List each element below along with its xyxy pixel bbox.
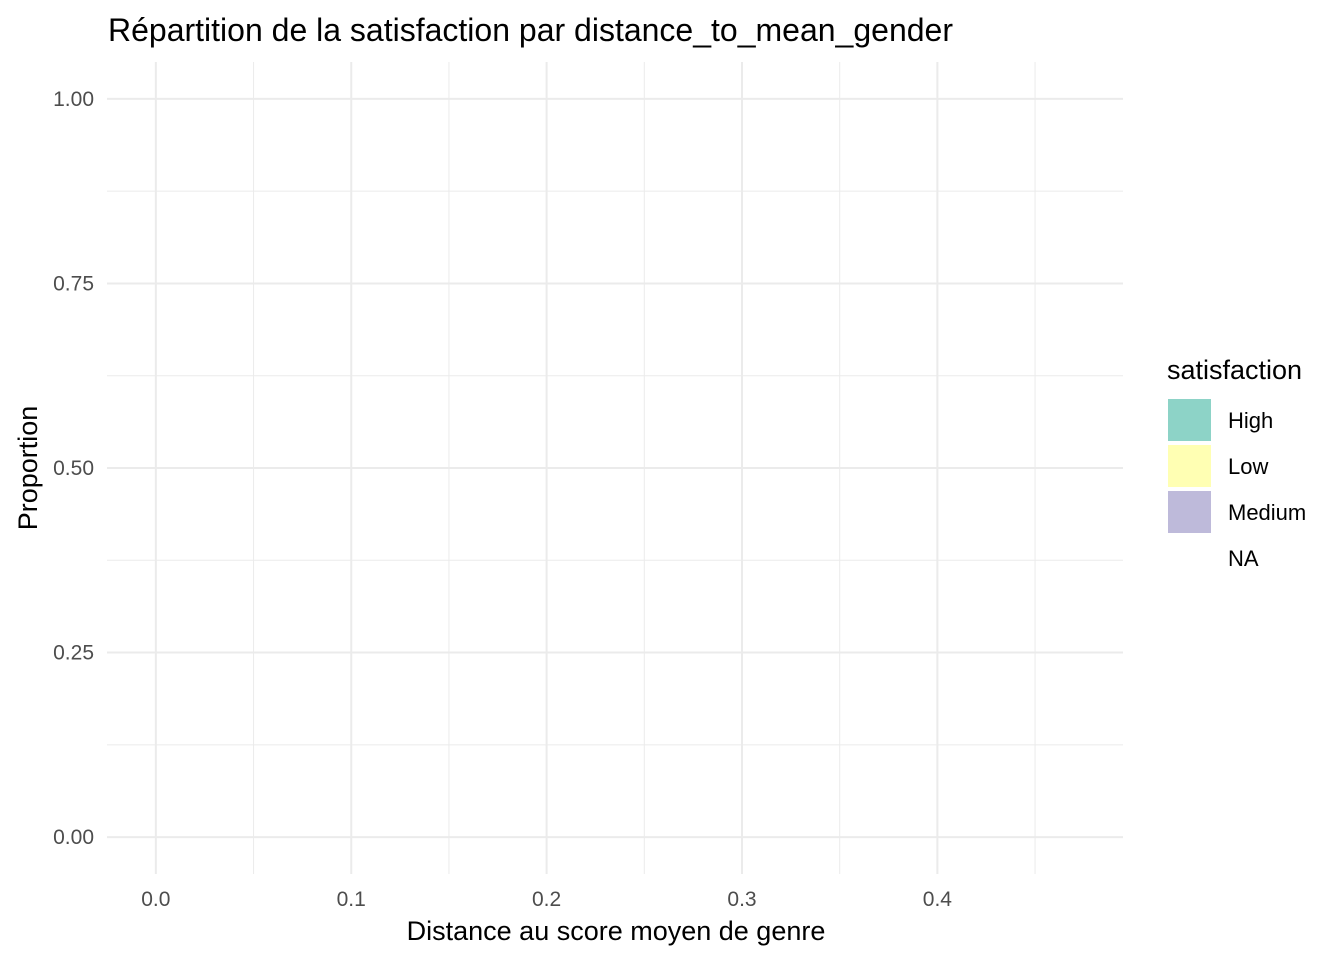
x-tick-label-4: 0.4 (923, 888, 953, 911)
x-tick-label-1: 0.1 (337, 888, 366, 911)
legend-key-na (1168, 537, 1211, 579)
chart-title: Répartition de la satisfaction par dista… (108, 12, 953, 48)
legend-label-medium: Medium (1228, 500, 1306, 525)
legend-label-na: NA (1228, 546, 1259, 571)
x-tick-label-0: 0.0 (141, 888, 170, 911)
y-axis-tick-labels: 0.00 0.25 0.50 0.75 1.00 (53, 88, 94, 849)
legend-key-low (1168, 445, 1211, 487)
x-axis-tick-labels: 0.0 0.1 0.2 0.3 0.4 (141, 888, 952, 911)
x-tick-label-3: 0.3 (727, 888, 756, 911)
legend-title: satisfaction (1167, 355, 1302, 385)
legend-entries: High Low Medium NA (1168, 399, 1306, 579)
legend-label-low: Low (1228, 454, 1268, 479)
legend-key-high (1168, 399, 1211, 441)
y-axis-title: Proportion (13, 406, 43, 531)
y-tick-label-4: 1.00 (53, 88, 94, 111)
legend: satisfaction High Low Medium NA (1167, 355, 1306, 579)
y-tick-label-1: 0.25 (53, 642, 94, 665)
x-tick-label-2: 0.2 (532, 888, 561, 911)
legend-key-medium (1168, 491, 1211, 533)
y-tick-label-0: 0.00 (53, 826, 94, 849)
x-axis-title: Distance au score moyen de genre (407, 916, 826, 946)
y-tick-label-2: 0.50 (53, 457, 94, 480)
y-tick-label-3: 0.75 (53, 272, 94, 295)
major-gridlines (107, 62, 1123, 874)
legend-label-high: High (1228, 408, 1273, 433)
